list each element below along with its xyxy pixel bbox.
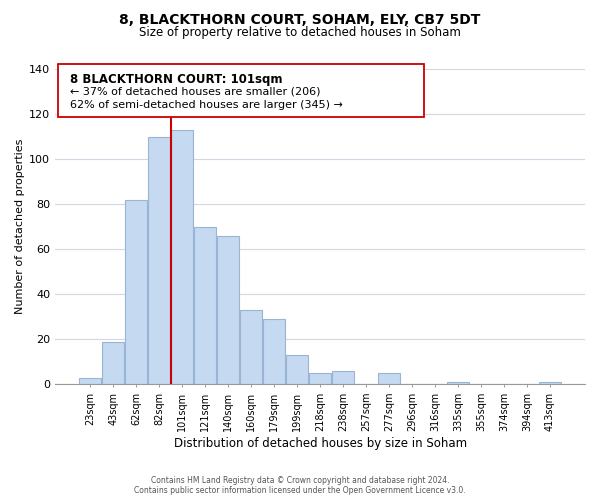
Bar	[378, 373, 400, 384]
Bar	[240, 310, 262, 384]
Bar	[125, 200, 147, 384]
Text: Contains public sector information licensed under the Open Government Licence v3: Contains public sector information licen…	[134, 486, 466, 495]
Bar	[148, 136, 170, 384]
Bar	[309, 373, 331, 384]
Bar	[217, 236, 239, 384]
Text: 8 BLACKTHORN COURT: 101sqm: 8 BLACKTHORN COURT: 101sqm	[70, 72, 283, 86]
Bar	[286, 355, 308, 384]
Bar	[332, 371, 354, 384]
Bar	[79, 378, 101, 384]
X-axis label: Distribution of detached houses by size in Soham: Distribution of detached houses by size …	[173, 437, 467, 450]
Bar	[171, 130, 193, 384]
Text: ← 37% of detached houses are smaller (206): ← 37% of detached houses are smaller (20…	[70, 86, 320, 96]
Y-axis label: Number of detached properties: Number of detached properties	[15, 139, 25, 314]
Bar	[194, 226, 216, 384]
Bar	[102, 342, 124, 384]
Text: Contains HM Land Registry data © Crown copyright and database right 2024.: Contains HM Land Registry data © Crown c…	[151, 476, 449, 485]
Text: Size of property relative to detached houses in Soham: Size of property relative to detached ho…	[139, 26, 461, 39]
Text: 8, BLACKTHORN COURT, SOHAM, ELY, CB7 5DT: 8, BLACKTHORN COURT, SOHAM, ELY, CB7 5DT	[119, 12, 481, 26]
Bar	[447, 382, 469, 384]
Bar	[539, 382, 561, 384]
Bar	[263, 319, 285, 384]
Text: 62% of semi-detached houses are larger (345) →: 62% of semi-detached houses are larger (…	[70, 100, 343, 110]
